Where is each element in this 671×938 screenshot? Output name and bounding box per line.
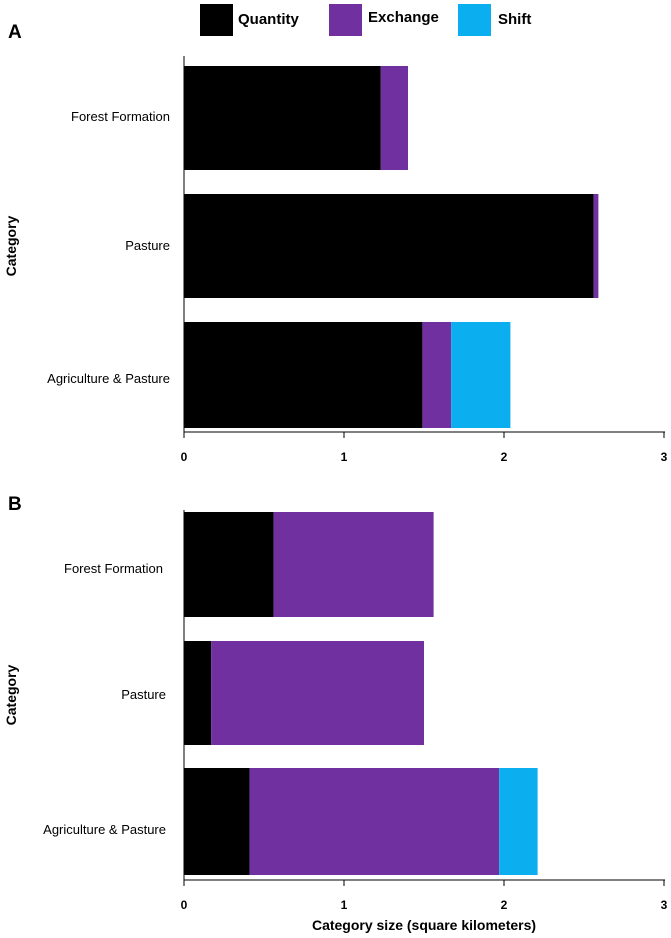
- panel-b-category-label-0: Forest Formation: [64, 561, 163, 576]
- panel-a-bar-1-exchange: [593, 194, 599, 298]
- panel-b-bar-2-quantity: [184, 768, 250, 875]
- panel-b-y-axis-title: Category: [3, 664, 19, 725]
- panel-a: A Category Forest Formation Pasture Agri…: [3, 22, 668, 464]
- legend: Quantity Exchange Shift: [200, 4, 531, 36]
- legend-swatch-exchange: [329, 4, 362, 36]
- panel-b-ticks: [183, 880, 665, 886]
- panel-b-bars: [184, 512, 538, 875]
- panel-a-tick-label-3: 3: [661, 450, 668, 464]
- panel-a-bars: [184, 66, 599, 428]
- panel-b-category-label-2: Agriculture & Pasture: [43, 822, 166, 837]
- panel-a-bar-2-quantity: [184, 322, 423, 428]
- legend-swatch-quantity: [200, 4, 233, 36]
- panel-a-category-label-0: Forest Formation: [71, 109, 170, 124]
- legend-swatch-shift: [458, 4, 491, 36]
- panel-b-tick-label-2: 2: [501, 898, 508, 912]
- panel-a-bar-0-exchange: [380, 66, 408, 170]
- panel-a-bar-2-shift: [451, 322, 511, 428]
- panel-b-letter: B: [8, 494, 22, 515]
- panel-b-bar-2-exchange: [249, 768, 500, 875]
- panel-b: B Category Forest Formation Pasture Agri…: [3, 494, 668, 933]
- panel-a-bar-0-quantity: [184, 66, 381, 170]
- panel-a-tick-label-2: 2: [501, 450, 508, 464]
- panel-b-tick-label-3: 3: [661, 898, 668, 912]
- panel-a-category-label-1: Pasture: [125, 238, 170, 253]
- panel-a-bar-1-quantity: [184, 194, 594, 298]
- panel-a-ticks: [183, 432, 665, 438]
- panel-a-letter: A: [8, 22, 22, 43]
- panel-b-x-axis-title: Category size (square kilometers): [312, 917, 536, 933]
- legend-label-shift: Shift: [498, 11, 531, 28]
- panel-b-bar-0-quantity: [184, 512, 274, 617]
- panel-b-bar-0-exchange: [273, 512, 434, 617]
- panel-a-bar-2-exchange: [422, 322, 452, 428]
- panel-b-tick-label-0: 0: [181, 898, 188, 912]
- panel-a-tick-label-1: 1: [341, 450, 348, 464]
- panel-b-tick-label-1: 1: [341, 898, 348, 912]
- legend-label-quantity: Quantity: [238, 11, 299, 28]
- panel-b-category-label-1: Pasture: [121, 687, 166, 702]
- legend-label-exchange: Exchange: [368, 9, 439, 26]
- panel-b-bar-1-exchange: [211, 641, 424, 745]
- panel-b-bar-2-shift: [499, 768, 538, 875]
- panel-a-tick-label-0: 0: [181, 450, 188, 464]
- panel-a-category-label-2: Agriculture & Pasture: [47, 371, 170, 386]
- panel-a-y-axis-title: Category: [3, 215, 19, 276]
- panel-b-bar-1-quantity: [184, 641, 212, 745]
